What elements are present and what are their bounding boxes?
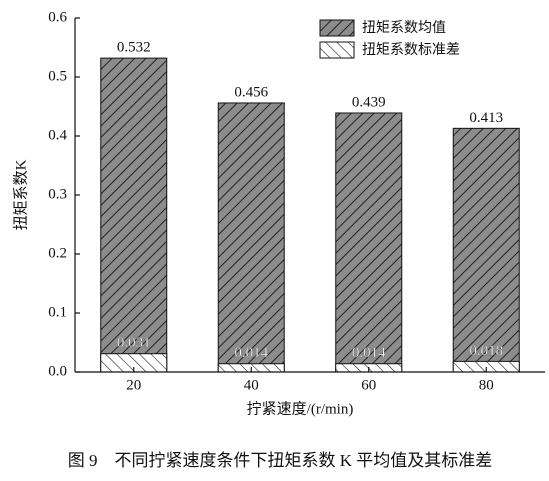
bar [217, 102, 285, 373]
y-axis-label: 扭矩系数K [12, 159, 29, 230]
y-tick-label: 0.4 [48, 127, 67, 143]
x-tick-label: 20 [126, 377, 141, 393]
data-label: 0.014 [352, 345, 386, 361]
bar [452, 127, 520, 373]
legend-swatch [319, 19, 355, 37]
data-label: 0.018 [469, 343, 503, 359]
y-tick-label: 0.6 [48, 9, 67, 25]
caption: 图 9 不同拧紧速度条件下扭矩系数 K 平均值及其标准差 [68, 451, 493, 470]
data-label: 0.439 [352, 94, 386, 110]
y-tick-label: 0.2 [48, 245, 67, 261]
x-tick-label: 40 [244, 377, 259, 393]
data-label: 0.456 [234, 84, 268, 100]
y-tick-label: 0.1 [48, 304, 67, 320]
data-label: 0.413 [469, 110, 503, 126]
x-tick-label: 80 [479, 377, 494, 393]
y-tick-label: 0.0 [48, 363, 67, 379]
legend-label: 扭矩系数均值 [362, 20, 446, 36]
legend-swatch [319, 41, 355, 59]
data-label: 0.532 [117, 40, 151, 56]
legend-label: 扭矩系数标准差 [362, 42, 460, 58]
x-tick-label: 60 [361, 377, 376, 393]
bar [100, 57, 168, 373]
data-label: 0.014 [234, 345, 268, 361]
y-tick-label: 0.3 [48, 186, 67, 202]
bar [335, 112, 403, 373]
x-axis-label: 拧紧速度/(r/min) [247, 400, 354, 417]
data-label: 0.031 [117, 335, 151, 351]
y-tick-label: 0.5 [48, 68, 67, 84]
